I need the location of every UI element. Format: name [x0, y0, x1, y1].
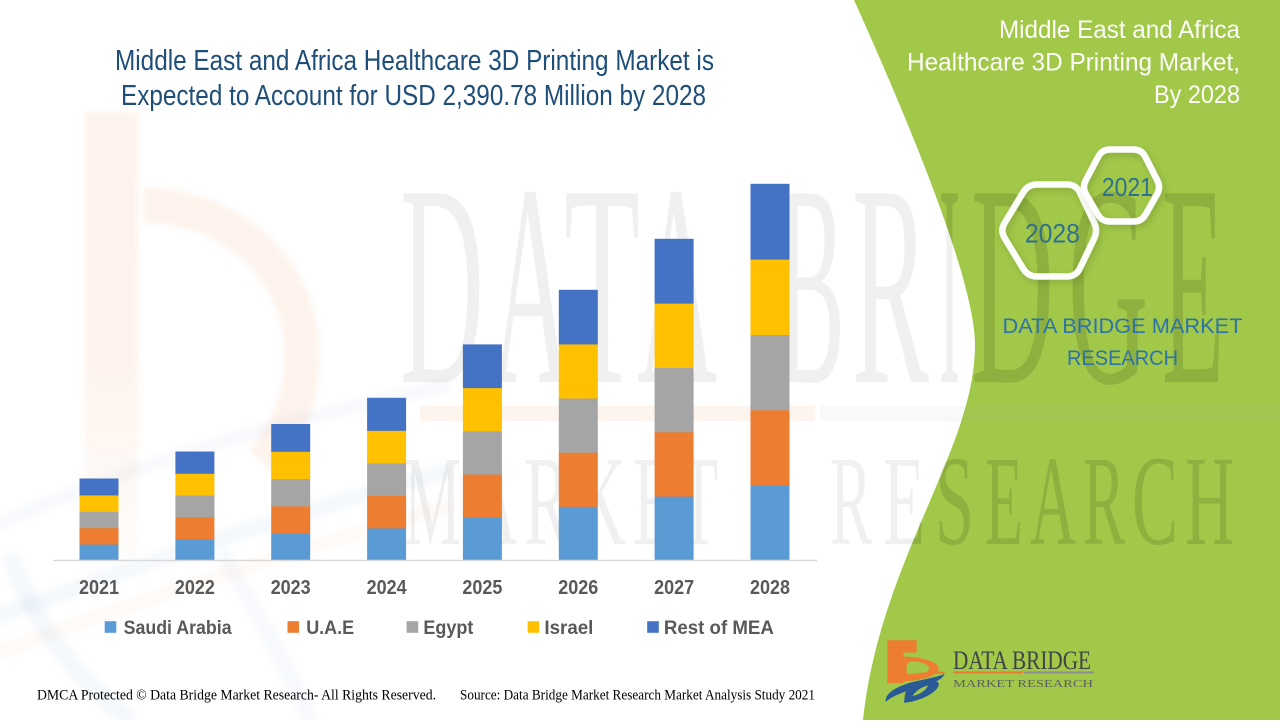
svg-text:I: I [939, 126, 960, 445]
svg-text:R: R [830, 430, 872, 572]
svg-text:Israel: Israel [544, 618, 593, 639]
svg-text:R: R [1083, 430, 1125, 572]
svg-text:M: M [404, 430, 461, 572]
svg-text:Healthcare 3D Printing Market,: Healthcare 3D Printing Market, [907, 49, 1240, 77]
svg-text:2024: 2024 [367, 577, 408, 599]
svg-text:A: A [491, 126, 571, 445]
svg-text:G: G [1068, 126, 1148, 445]
svg-text:2026: 2026 [558, 577, 598, 599]
svg-text:R: R [852, 126, 930, 445]
svg-text:E: E [985, 430, 1023, 572]
svg-text:C: C [1132, 430, 1178, 572]
svg-text:2021: 2021 [79, 577, 119, 599]
svg-text:H: H [1185, 430, 1234, 572]
svg-text:DMCA Protected © Data Bridge M: DMCA Protected © Data Bridge Market Rese… [37, 688, 436, 704]
svg-text:E: E [883, 430, 925, 572]
svg-text:2028: 2028 [750, 577, 790, 599]
svg-text:MARKET RESEARCH: MARKET RESEARCH [953, 679, 1094, 690]
svg-text:Rest of MEA: Rest of MEA [664, 618, 774, 639]
svg-text:Middle East and Africa Healthc: Middle East and Africa Healthcare 3D Pri… [115, 45, 714, 77]
svg-text:2022: 2022 [175, 577, 215, 599]
svg-text:D: D [971, 126, 1054, 445]
svg-text:R: R [1083, 430, 1125, 572]
svg-text:2025: 2025 [462, 577, 502, 599]
svg-text:Egypt: Egypt [423, 618, 474, 639]
svg-text:A: A [1030, 430, 1076, 572]
svg-text:D: D [971, 126, 1054, 445]
svg-text:E: E [985, 430, 1023, 572]
svg-text:DATA BRIDGE MARKET: DATA BRIDGE MARKET [1003, 314, 1243, 338]
svg-text:2023: 2023 [271, 577, 311, 599]
svg-text:Middle East and Africa: Middle East and Africa [999, 16, 1240, 44]
svg-text:S: S [935, 430, 974, 572]
svg-text:RESEARCH: RESEARCH [1067, 346, 1178, 370]
svg-text:A: A [1030, 430, 1076, 572]
svg-text:Saudi Arabia: Saudi Arabia [124, 618, 232, 639]
svg-text:2021: 2021 [1102, 172, 1153, 202]
svg-text:Expected to Account for USD 2,: Expected to Account for USD 2,390.78 Mil… [121, 80, 706, 112]
svg-text:G: G [1068, 126, 1148, 445]
svg-text:DATA BRIDGE: DATA BRIDGE [953, 646, 1091, 675]
svg-text:H: H [1185, 430, 1234, 572]
svg-text:2027: 2027 [654, 577, 694, 599]
svg-text:E: E [1162, 126, 1224, 445]
svg-text:U.A.E: U.A.E [306, 618, 354, 639]
svg-text:Source: Data Bridge Market Res: Source: Data Bridge Market Research Mark… [460, 688, 815, 704]
svg-text:2028: 2028 [1025, 219, 1080, 249]
svg-text:C: C [1132, 430, 1178, 572]
svg-text:E: E [1162, 126, 1224, 445]
svg-text:By 2028: By 2028 [1154, 81, 1240, 109]
